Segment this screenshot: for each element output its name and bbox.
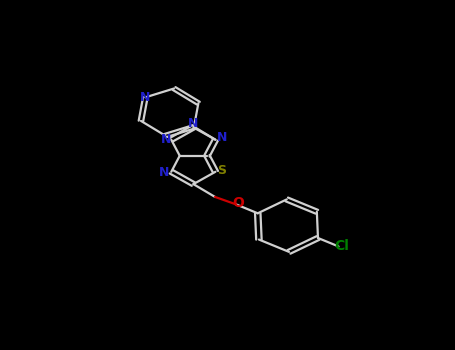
Text: S: S <box>217 164 226 177</box>
Text: O: O <box>233 196 244 210</box>
Text: N: N <box>217 132 228 145</box>
Text: Cl: Cl <box>334 239 349 253</box>
Text: N: N <box>188 117 198 131</box>
Text: N: N <box>140 91 151 104</box>
Text: N: N <box>159 166 170 179</box>
Text: N: N <box>161 133 171 146</box>
